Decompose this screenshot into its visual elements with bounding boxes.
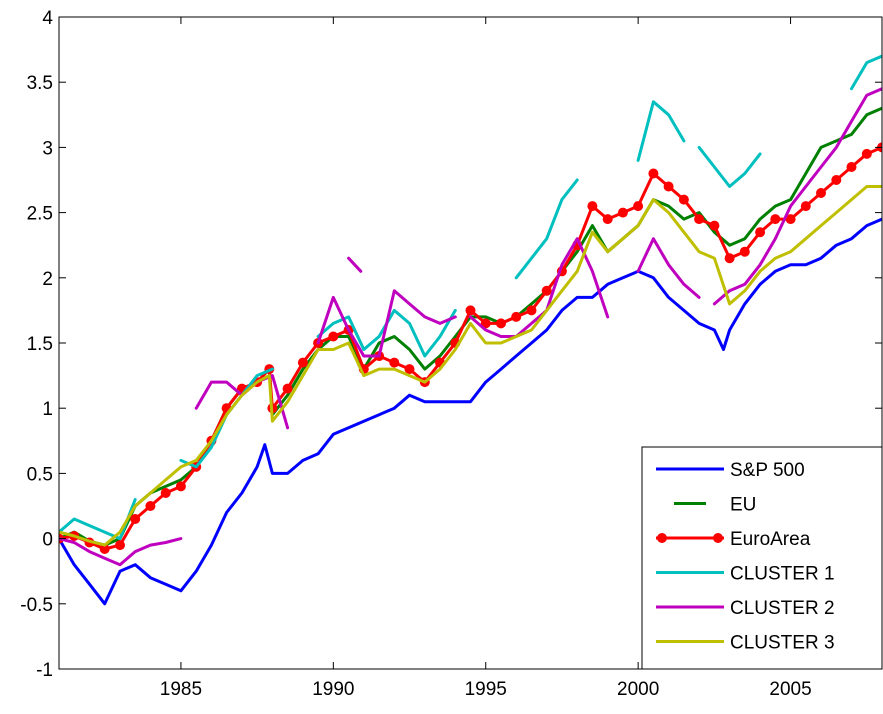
data-point-euroarea-6 bbox=[145, 501, 156, 511]
series-line-cluster-1-seg-1 bbox=[59, 498, 137, 541]
series-line-s-p-500 bbox=[59, 217, 882, 606]
data-point-euroarea-54 bbox=[861, 148, 872, 159]
data-point-euroarea-47 bbox=[755, 227, 766, 238]
legend-label-cluster-1: CLUSTER 1 bbox=[730, 564, 835, 585]
series-cluster-2 bbox=[59, 87, 882, 567]
y-tick-label: 3 bbox=[42, 138, 53, 159]
x-tick-label: 2000 bbox=[617, 679, 659, 700]
data-point-euroarea-24 bbox=[404, 364, 415, 375]
legend-item-cluster-2: CLUSTER 2 bbox=[656, 598, 835, 619]
legend-label-cluster-3: CLUSTER 3 bbox=[730, 633, 835, 654]
data-point-euroarea-5 bbox=[130, 514, 141, 524]
data-point-euroarea-52 bbox=[831, 175, 842, 185]
data-point-euroarea-45 bbox=[724, 253, 735, 264]
y-tick-label: 2 bbox=[42, 269, 53, 290]
data-point-euroarea-38 bbox=[617, 207, 628, 218]
series-cluster-1 bbox=[59, 54, 882, 541]
series-s-p-500 bbox=[59, 217, 882, 606]
data-point-euroarea-33 bbox=[541, 285, 552, 296]
y-tick-label: 4 bbox=[42, 8, 53, 29]
data-point-euroarea-8 bbox=[175, 481, 186, 492]
legend-label-cluster-2: CLUSTER 2 bbox=[730, 598, 835, 619]
data-point-euroarea-51 bbox=[816, 188, 826, 198]
legend-box bbox=[641, 446, 883, 670]
legend-label-eu: EU bbox=[730, 495, 756, 516]
legend: S&P 500 EU EuroArea CLUSTER 1 CLUSTER 2 CLUST… bbox=[641, 446, 883, 670]
data-point-euroarea-48 bbox=[770, 214, 781, 225]
data-point-euroarea-23 bbox=[389, 357, 400, 368]
series-line-cluster-1-seg-7 bbox=[850, 54, 882, 91]
data-point-euroarea-44 bbox=[709, 220, 720, 231]
data-point-euroarea-37 bbox=[602, 214, 613, 225]
data-point-euroarea-17 bbox=[297, 357, 308, 368]
data-point-euroarea-31 bbox=[511, 311, 522, 322]
y-tick-label: 1 bbox=[42, 399, 53, 420]
legend-item-s-p-500: S&P 500 bbox=[656, 460, 805, 481]
data-point-euroarea-40 bbox=[648, 168, 659, 179]
y-tick-label: 0.5 bbox=[27, 464, 53, 485]
data-point-euroarea-7 bbox=[160, 488, 171, 498]
series-line-cluster-2-seg-3 bbox=[316, 289, 457, 358]
data-point-euroarea-43 bbox=[694, 214, 705, 225]
x-tick-label: 2005 bbox=[769, 679, 811, 700]
data-point-euroarea-46 bbox=[739, 246, 750, 257]
legend-marker-euroarea bbox=[713, 533, 723, 543]
data-point-euroarea-3 bbox=[99, 544, 110, 554]
data-point-euroarea-39 bbox=[633, 201, 644, 212]
data-point-euroarea-30 bbox=[496, 318, 506, 329]
series-line-cluster-2-seg-7 bbox=[712, 87, 882, 306]
legend-item-cluster-3: CLUSTER 3 bbox=[656, 633, 835, 654]
y-tick-label: 2.5 bbox=[27, 204, 53, 225]
data-point-euroarea-19 bbox=[328, 331, 339, 342]
series-line-cluster-2-seg-4 bbox=[347, 256, 363, 273]
y-tick-label: -1 bbox=[36, 660, 53, 681]
legend-item-cluster-1: CLUSTER 1 bbox=[656, 564, 835, 585]
series-cluster-3 bbox=[59, 185, 882, 547]
legend-label-euroarea: EuroArea bbox=[730, 529, 811, 550]
series-line-cluster-3 bbox=[59, 185, 882, 547]
data-point-euroarea-36 bbox=[587, 201, 598, 212]
y-tick-label: 0 bbox=[42, 530, 53, 551]
data-point-euroarea-41 bbox=[663, 181, 674, 192]
data-point-euroarea-49 bbox=[785, 214, 796, 225]
data-point-euroarea-42 bbox=[678, 194, 689, 205]
legend-item-euroarea: EuroArea bbox=[656, 529, 811, 550]
series-line-cluster-1-seg-6 bbox=[697, 145, 762, 188]
y-tick-label: 3.5 bbox=[27, 73, 53, 94]
series-line-cluster-2-seg-1 bbox=[59, 537, 183, 567]
legend-item-eu: EU bbox=[674, 495, 756, 516]
series-line-cluster-1-seg-5 bbox=[636, 100, 686, 162]
x-tick-label: 1995 bbox=[465, 679, 507, 700]
series-line-cluster-2-seg-6 bbox=[636, 237, 701, 299]
series-line-cluster-1-seg-4 bbox=[514, 178, 579, 280]
data-point-euroarea-28 bbox=[465, 305, 476, 316]
x-tick-label: 1985 bbox=[160, 679, 202, 700]
legend-label-s-p-500: S&P 500 bbox=[730, 460, 805, 481]
data-point-euroarea-4 bbox=[115, 540, 125, 551]
axis-layer: -1 -0.5 0 0.5 1 1.5 2 2.5 3 3.5 4 1985 1990 1995 2000 2… bbox=[20, 8, 882, 700]
series-layer bbox=[59, 54, 882, 606]
legend-marker-euroarea bbox=[657, 533, 667, 543]
data-point-euroarea-53 bbox=[846, 162, 857, 172]
data-point-euroarea-16 bbox=[282, 383, 293, 394]
data-point-euroarea-50 bbox=[800, 201, 811, 212]
x-tick-label: 1990 bbox=[312, 679, 354, 700]
y-tick-label: -0.5 bbox=[20, 595, 53, 616]
data-point-euroarea-32 bbox=[526, 305, 537, 316]
y-tick-label: 1.5 bbox=[27, 334, 53, 355]
